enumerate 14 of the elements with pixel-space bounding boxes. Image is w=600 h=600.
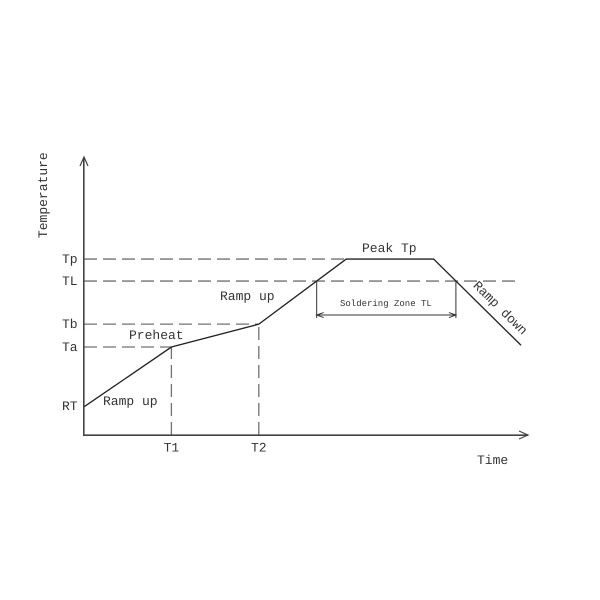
text: RT [62, 399, 78, 414]
annotation: Ramp up [103, 394, 158, 409]
text: Peak Tp [362, 241, 417, 256]
y-axis-title: Temperature [36, 152, 51, 238]
annotation: Preheat [129, 328, 184, 343]
x-tick-label: T2 [250, 440, 267, 456]
annotation: Soldering Zone TL [340, 299, 432, 309]
ref-line-label: TL [62, 274, 78, 289]
ref-line-label: Ta [62, 340, 78, 355]
ref-line-label: Tp [62, 252, 78, 267]
annotation: Ramp up [220, 289, 275, 304]
x-axis-title: Time [477, 453, 508, 468]
ref-line-label: Tb [62, 317, 78, 332]
x-tick-label: T1 [164, 440, 180, 456]
